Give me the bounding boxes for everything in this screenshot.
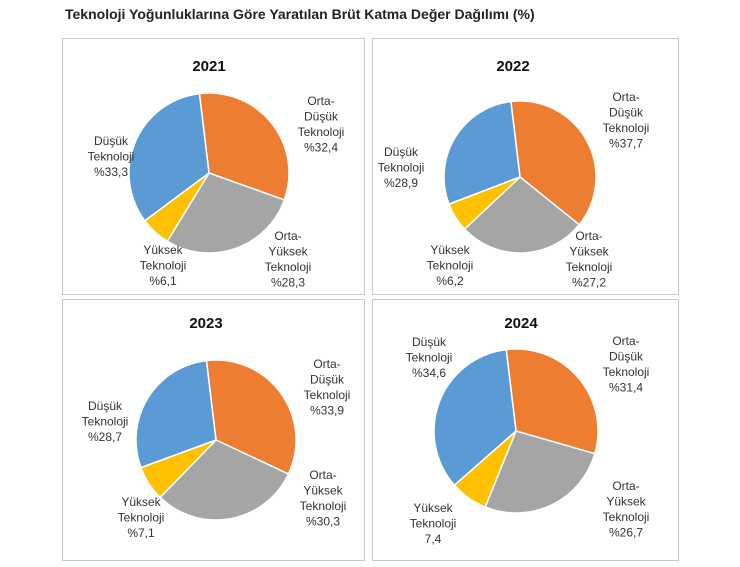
- slice-label-line: Teknoloji: [603, 510, 650, 524]
- slice-label-line: Yüksek: [121, 495, 161, 509]
- slice-label-line: %37,7: [609, 137, 643, 151]
- slice-label-line: Düşük: [609, 106, 644, 120]
- slice-label-line: Yüksek: [569, 245, 609, 259]
- slice-label-line: Orta-: [575, 229, 602, 243]
- slice-label-line: Yüksek: [303, 484, 343, 498]
- slice-label-line: Teknoloji: [378, 161, 425, 175]
- slice-label-line: %26,7: [609, 526, 643, 540]
- pie-slice-orta-yuksek: [463, 176, 581, 254]
- pie-slice-orta-yuksek: [166, 172, 286, 254]
- slice-label-line: Teknoloji: [82, 415, 129, 429]
- slice-label-line: Teknoloji: [300, 499, 347, 513]
- slice-label-line: %6,1: [149, 274, 177, 288]
- slice-label-line: Teknoloji: [603, 365, 650, 379]
- slice-label-dusuk: Düşük Teknoloji %28,9: [378, 145, 425, 190]
- slice-label-line: Orta-: [313, 357, 340, 371]
- slice-label-line: Orta-: [274, 229, 301, 243]
- slice-label-orta-dusuk: Orta- Düşük Teknoloji %33,9: [304, 357, 351, 418]
- slice-label-yuksek: Yüksek Teknoloji %6,1: [140, 243, 187, 288]
- slice-label-line: %28,3: [271, 276, 305, 290]
- slice-label-line: %30,3: [306, 515, 340, 529]
- slice-label-line: Düşük: [609, 350, 644, 364]
- slice-label-line: Teknoloji: [410, 517, 457, 531]
- slice-label-line: %32,4: [304, 141, 338, 155]
- slice-label-line: Yüksek: [606, 495, 646, 509]
- slice-label-line: Teknoloji: [566, 260, 613, 274]
- pie-slice-dusuk: [135, 359, 217, 469]
- slice-label-line: %6,2: [436, 274, 464, 288]
- slice-label-line: Orta-: [612, 334, 639, 348]
- slice-label-dusuk: Düşük Teknoloji %28,7: [82, 399, 129, 444]
- slice-label-orta-yuksek: Orta- Yüksek Teknoloji %28,3: [265, 229, 312, 290]
- slice-label-line: %34,6: [412, 366, 446, 380]
- chart-title: 2023: [189, 315, 222, 332]
- slice-label-line: Düşük: [304, 110, 339, 124]
- slice-label-line: %33,9: [310, 404, 344, 418]
- slice-label-line: Düşük: [384, 145, 419, 159]
- slice-label-dusuk: Düşük Teknoloji %34,6: [406, 335, 453, 380]
- slice-label-orta-dusuk: Orta- Düşük Teknoloji %31,4: [603, 334, 650, 395]
- pie-slice-dusuk: [128, 92, 210, 222]
- slice-label-line: %28,9: [384, 176, 418, 190]
- slice-label-line: Yüksek: [413, 501, 453, 515]
- pie-slice-orta-dusuk: [198, 92, 290, 201]
- chart-title: 2022: [496, 58, 529, 75]
- slice-label-line: %27,2: [572, 276, 606, 290]
- slice-label-line: Teknoloji: [304, 388, 351, 402]
- slice-label-line: Teknoloji: [265, 260, 312, 274]
- slice-label-orta-yuksek: Orta- Yüksek Teknoloji %30,3: [300, 468, 347, 529]
- slice-label-line: 7,4: [425, 532, 442, 546]
- slice-label-orta-dusuk: Orta- Düşük Teknoloji %37,7: [603, 90, 650, 151]
- slice-label-line: Düşük: [88, 399, 123, 413]
- slice-label-line: Teknoloji: [118, 511, 165, 525]
- slice-label-orta-yuksek: Orta- Yüksek Teknoloji %26,7: [603, 479, 650, 540]
- slice-label-line: Orta-: [309, 468, 336, 482]
- pie-slice-orta-yuksek: [484, 430, 596, 514]
- slice-label-line: %33,3: [94, 165, 128, 179]
- slice-label-line: Düşük: [310, 373, 345, 387]
- slice-label-line: Düşük: [94, 134, 129, 148]
- page-title: Teknoloji Yoğunluklarına Göre Yaratılan …: [65, 6, 535, 22]
- pie-panel-2024: 2024 Orta-Düşük Teknoloji %31,4 Orta-Yüksek T…: [372, 299, 679, 561]
- slice-label-line: %7,1: [127, 526, 155, 540]
- pie-slice-orta-dusuk: [510, 100, 597, 226]
- slice-label-line: Teknoloji: [298, 125, 345, 139]
- slice-label-line: Orta-: [307, 94, 334, 108]
- chart-title: 2021: [192, 58, 225, 75]
- slice-label-line: Yüksek: [143, 243, 183, 257]
- slice-label-line: Düşük: [412, 335, 447, 349]
- slice-label-dusuk: Düşük Teknoloji %33,3: [88, 134, 135, 179]
- slice-label-line: Orta-: [612, 479, 639, 493]
- slice-label-yuksek: Yüksek Teknoloji %6,2: [427, 243, 474, 288]
- slice-label-yuksek: Yüksek Teknoloji %7,1: [118, 495, 165, 540]
- pie-slice-orta-dusuk: [505, 348, 599, 455]
- pie-panel-2022: 2022 Orta-Düşük Teknoloji %37,7 Orta-Yüksek T…: [372, 38, 679, 295]
- pie-slice-dusuk: [433, 348, 517, 487]
- slice-label-orta-dusuk: Orta- Düşük Teknoloji %32,4: [298, 94, 345, 155]
- slice-label-line: Teknoloji: [406, 351, 453, 365]
- slice-label-line: %31,4: [609, 381, 643, 395]
- slice-label-line: Teknoloji: [427, 259, 474, 273]
- pie-slice-orta-yuksek: [159, 439, 290, 521]
- slice-label-line: %28,7: [88, 430, 122, 444]
- slice-label-line: Yüksek: [430, 243, 470, 257]
- chart-title: 2024: [504, 315, 538, 332]
- slice-label-yuksek: Yüksek Teknoloji 7,4: [410, 501, 457, 546]
- slice-label-line: Teknoloji: [140, 259, 187, 273]
- pie-panel-2023: 2023 Orta-Düşük Teknoloji %33,9 Orta-Yüksek T…: [62, 299, 365, 561]
- slice-label-line: Yüksek: [268, 245, 308, 259]
- slice-label-line: Teknoloji: [88, 150, 135, 164]
- pie-slice-dusuk: [443, 100, 521, 206]
- slice-label-orta-yuksek: Orta- Yüksek Teknoloji %27,2: [566, 229, 613, 290]
- slice-label-line: Teknoloji: [603, 121, 650, 135]
- slice-label-line: Orta-: [612, 90, 639, 104]
- pie-panel-2021: 2021 Orta-Düşük Teknoloji %32,4 Orta-Yüksek T…: [62, 38, 365, 295]
